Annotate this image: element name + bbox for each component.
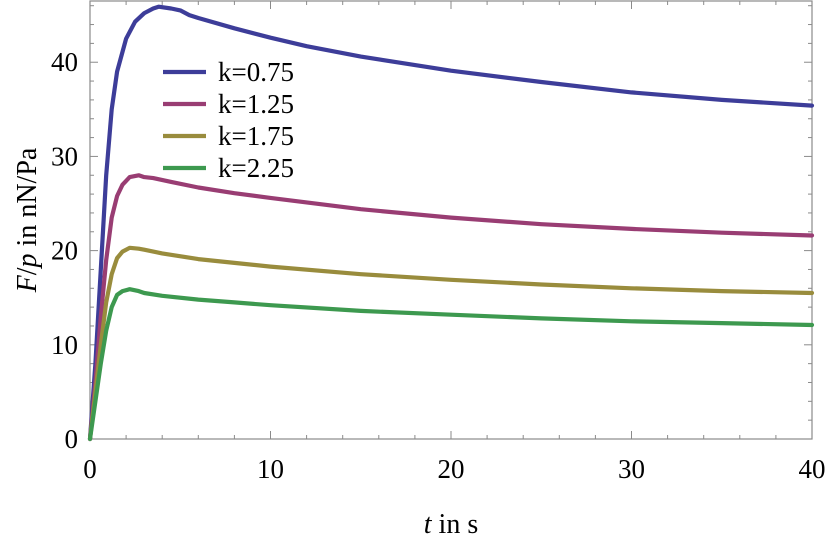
legend: k=0.75k=1.25k=1.75k=2.25 <box>163 57 294 183</box>
x-tick-label: 30 <box>618 454 645 484</box>
y-tick-label: 20 <box>51 236 78 266</box>
legend-label: k=1.75 <box>218 121 294 151</box>
series-line-4 <box>87 287 815 442</box>
legend-label: k=0.75 <box>218 57 294 87</box>
x-tick-label: 20 <box>438 454 465 484</box>
x-tick-label: 40 <box>799 454 826 484</box>
x-axis-label: t in s <box>424 509 478 540</box>
axis-ticks <box>89 1 813 440</box>
axis-tick-labels: 0 10 20 30 40 0 10 20 30 40 <box>51 47 826 484</box>
series-lines <box>87 4 815 442</box>
legend-label: k=2.25 <box>218 153 294 183</box>
x-tick-label: 10 <box>257 454 284 484</box>
y-tick-label: 0 <box>65 424 79 454</box>
y-tick-label: 10 <box>51 330 78 360</box>
plot-frame <box>89 0 813 440</box>
x-tick-label: 0 <box>83 454 97 484</box>
y-axis-label: F/p in nN/Pa <box>12 147 43 293</box>
series-line-2 <box>87 173 815 442</box>
legend-label: k=1.25 <box>218 89 294 119</box>
series-line-1 <box>87 4 815 442</box>
series-line-3 <box>87 245 815 442</box>
y-tick-label: 30 <box>51 141 78 171</box>
y-tick-label: 40 <box>51 47 78 77</box>
